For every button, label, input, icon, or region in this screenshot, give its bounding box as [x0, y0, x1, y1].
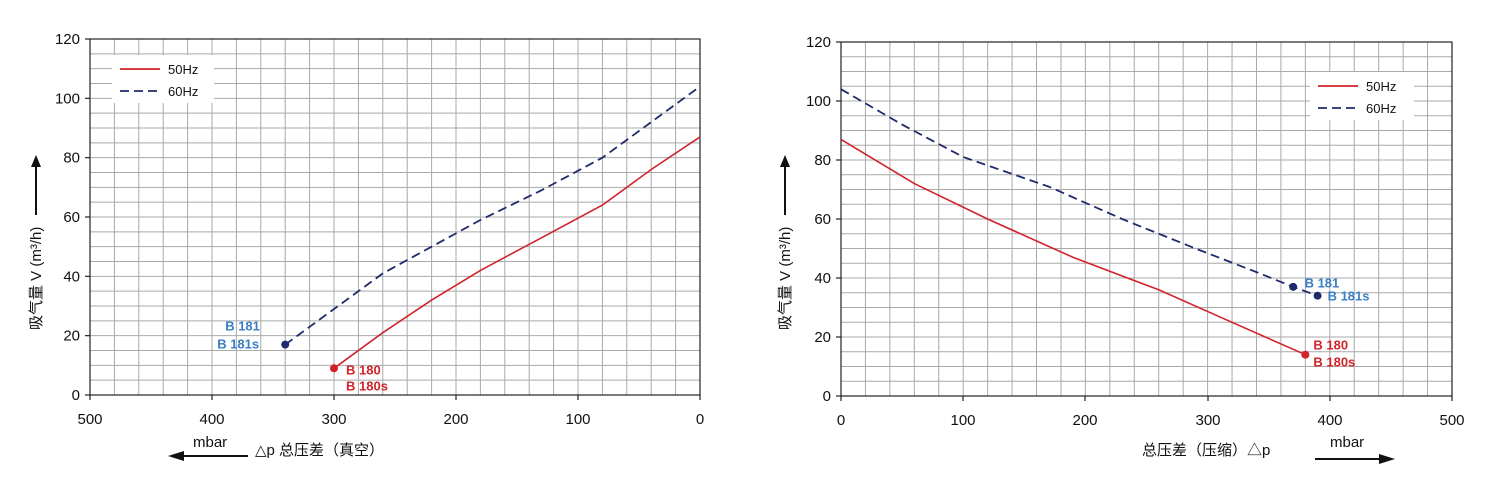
legend-label: 60Hz: [1366, 101, 1396, 116]
series-end-label: B 181: [225, 319, 260, 334]
endpoint-marker: [1289, 282, 1298, 291]
series-line-50hz: [840, 138, 1306, 356]
endpoint-marker: [1301, 350, 1310, 359]
series-end-label: B 180s: [346, 378, 388, 393]
series-end-label: B 181s: [1328, 289, 1370, 304]
series-end-label: B 180: [346, 362, 381, 377]
y-tick-label: 40: [63, 268, 80, 285]
x-tick-label: 400: [199, 411, 224, 428]
y-tick-label: 0: [823, 388, 831, 405]
x-axis-arrow-head: [168, 451, 184, 461]
series-line-50hz: [333, 136, 701, 369]
legend: 50Hz 60Hz: [112, 55, 214, 103]
y-tick-label: 40: [814, 270, 831, 287]
y-axis-arrow-head: [780, 155, 790, 167]
y-tick-label: 20: [63, 328, 80, 345]
series-end-label: B 181s: [217, 337, 259, 352]
legend: 50Hz 60Hz: [1310, 72, 1414, 120]
legend-label: 50Hz: [1366, 79, 1396, 94]
x-axis-unit: mbar: [1330, 434, 1364, 451]
y-axis-title: 吸气量 V (m³/h): [777, 227, 794, 330]
x-tick-label: 100: [950, 412, 975, 429]
x-tick-label: 100: [565, 411, 590, 428]
series-end-label: B 181: [1305, 276, 1340, 291]
y-axis-title: 吸气量 V (m³/h): [28, 227, 45, 330]
y-tick-label: 120: [806, 34, 831, 51]
series-line-60hz: [840, 88, 1318, 297]
x-tick-label: 300: [321, 411, 346, 428]
x-tick-label: 400: [1317, 412, 1342, 429]
x-tick-label: 0: [696, 411, 704, 428]
y-tick-label: 120: [55, 31, 80, 48]
y-axis-arrow-head: [31, 155, 41, 167]
chart-2: 0 20 40 60 80 100 120 0 100 200 300 400 500 B 180 B 18…: [777, 34, 1465, 464]
x-tick-label: 500: [77, 411, 102, 428]
x-tick-label: 500: [1439, 412, 1464, 429]
y-tick-label: 60: [63, 209, 80, 226]
legend-label: 50Hz: [168, 62, 198, 77]
endpoint-marker: [1313, 291, 1322, 300]
y-tick-label: 80: [63, 150, 80, 167]
endpoint-marker: [281, 340, 290, 349]
y-tick-label: 20: [814, 329, 831, 346]
x-axis-unit: mbar: [193, 434, 227, 451]
series-end-label: B 180: [1313, 338, 1348, 353]
x-axis-title: 总压差（压缩）△p: [1142, 442, 1270, 459]
y-tick-label: 100: [55, 90, 80, 107]
legend-label: 60Hz: [168, 84, 198, 99]
x-axis-title: △p 总压差（真空）: [255, 441, 384, 459]
x-axis-arrow-head: [1379, 454, 1395, 464]
series-line-60hz: [284, 85, 701, 346]
endpoint-marker: [330, 364, 338, 373]
x-tick-label: 200: [1072, 412, 1097, 429]
y-tick-label: 80: [814, 152, 831, 169]
x-tick-label: 300: [1195, 412, 1220, 429]
y-tick-label: 0: [72, 387, 80, 404]
x-tick-label: 200: [443, 411, 468, 428]
legend-box: [1310, 72, 1414, 120]
series-end-label: B 180s: [1313, 355, 1355, 370]
y-tick-label: 60: [814, 211, 831, 228]
legend-box: [112, 55, 214, 103]
x-tick-label: 0: [837, 412, 845, 429]
y-tick-label: 100: [806, 93, 831, 110]
